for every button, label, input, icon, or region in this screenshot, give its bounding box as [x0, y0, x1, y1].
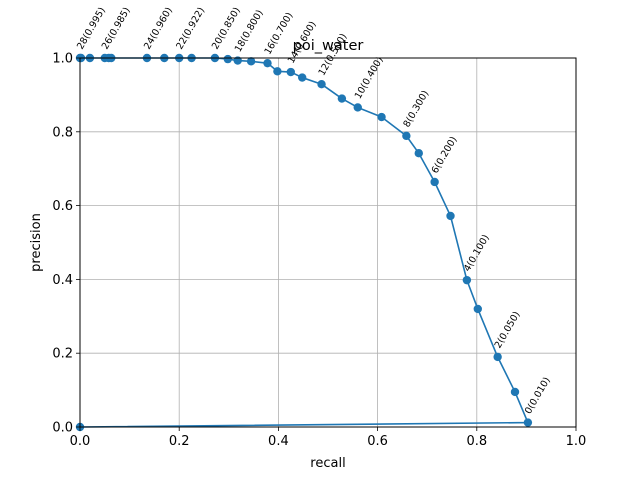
x-tick-label: 0.4 [268, 434, 289, 449]
grid [79, 57, 577, 428]
data-point-marker [263, 58, 272, 68]
x-tick-label: 0.6 [367, 434, 388, 449]
y-tick-label: 0.6 [52, 199, 73, 214]
data-point-marker [298, 73, 307, 82]
x-tick-label: 1.0 [566, 434, 587, 449]
x-tick-label: 0.0 [70, 434, 91, 449]
data-point-marker [523, 418, 533, 427]
data-point-marker [430, 177, 439, 187]
y-tick-label: 0.2 [52, 347, 73, 362]
y-tick-label: 0.8 [52, 125, 73, 140]
data-point-marker [414, 149, 423, 158]
data-point-marker [402, 131, 411, 141]
data-point-marker [273, 67, 282, 76]
data-point-marker [246, 57, 256, 66]
plot-frame [79, 57, 577, 428]
data-point-marker [377, 112, 386, 122]
axis-ticks: 0.0 0.2 0.4 0.6 0.8 1.0 0.0 0.2 0.4 0.6 0.8 1.0 [52, 52, 586, 450]
x-tick-label: 0.8 [466, 434, 487, 449]
data-point-marker [286, 67, 295, 77]
data-point-marker [473, 304, 482, 314]
y-tick-label: 0.0 [52, 421, 73, 436]
chart-title: poi_water [293, 38, 364, 54]
data-point-marker [353, 103, 362, 112]
x-axis-label: recall [310, 456, 345, 471]
data-point-marker [510, 387, 520, 397]
data-point-marker [337, 94, 347, 103]
y-tick-label: 1.0 [52, 52, 73, 67]
data-point-marker [317, 79, 326, 89]
data-point-marker [462, 275, 472, 285]
y-axis-label: precision [29, 213, 44, 272]
x-tick-label: 0.2 [169, 434, 190, 449]
data-point-marker [223, 54, 233, 64]
data-point-marker [493, 352, 502, 362]
data-point-marker [446, 211, 455, 221]
y-tick-label: 0.4 [52, 273, 73, 288]
